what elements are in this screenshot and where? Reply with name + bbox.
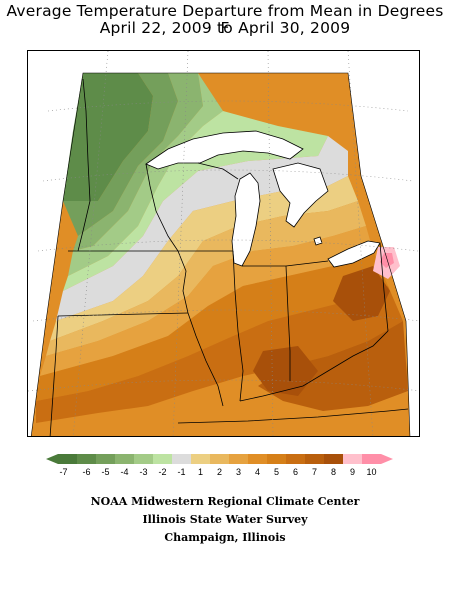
band-minus-2 (63, 111, 328, 291)
map-domain-outline (30, 72, 411, 436)
credit-location: Champaign, Illinois (164, 531, 286, 544)
legend-swatch (58, 454, 77, 464)
legend-swatch (153, 454, 172, 464)
map-date-range: April 22, 2009 to April 30, 2009 (99, 19, 351, 37)
band-plus-1 (50, 176, 358, 341)
legend-swatch (286, 454, 305, 464)
legend-swatch (343, 454, 362, 464)
legend-label: 1 (198, 467, 203, 477)
band-plus-5 (36, 251, 388, 401)
legend-label: 8 (331, 467, 336, 477)
lake-erie (327, 240, 381, 268)
credit-organization: NOAA Midwestern Regional Climate Center (90, 495, 360, 508)
legend-label: 6 (293, 467, 298, 477)
band-plus-8-south (253, 346, 318, 396)
color-legend: -7 -6 -5 -4 -3 -2 -1 1 2 3 4 5 6 7 8 9 10 (46, 454, 393, 477)
legend-label: 2 (217, 467, 222, 477)
band-plus-2 (46, 201, 366, 356)
state-boundaries (49, 78, 409, 436)
legend-label: 3 (236, 467, 241, 477)
legend-swatch (172, 454, 191, 464)
legend-swatch (115, 454, 134, 464)
band-plus-10 (380, 253, 394, 268)
legend-swatch (191, 454, 210, 464)
band-neutral (56, 136, 348, 321)
graticule (28, 51, 419, 436)
legend-swatch (267, 454, 286, 464)
band-plus-6 (36, 286, 403, 423)
legend-swatch (362, 454, 381, 464)
band-minus-3 (68, 73, 223, 276)
legend-label: -5 (101, 467, 109, 477)
legend-swatch (77, 454, 96, 464)
legend-label: 10 (366, 467, 376, 477)
legend-label: -2 (158, 467, 166, 477)
legend-label: -3 (139, 467, 147, 477)
lake-superior (145, 130, 304, 170)
legend-label: -4 (120, 467, 128, 477)
temperature-departure-map (27, 50, 420, 437)
lake-st-clair (313, 236, 323, 246)
legend-swatch (210, 454, 229, 464)
legend-swatch (324, 454, 343, 464)
lake-michigan (231, 172, 261, 267)
legend-label: -1 (177, 467, 185, 477)
band-plus-8 (333, 266, 390, 321)
legend-swatch (134, 454, 153, 464)
credit-survey: Illinois State Water Survey (142, 513, 308, 526)
band-minus-4 (73, 73, 203, 251)
legend-label: 5 (274, 467, 279, 477)
legend-arrow-right (381, 454, 393, 464)
legend-label: 9 (350, 467, 355, 477)
legend-swatch (96, 454, 115, 464)
temperature-bands (36, 73, 408, 423)
great-lakes (145, 130, 381, 268)
legend-label: 4 (255, 467, 260, 477)
legend-swatch (229, 454, 248, 464)
band-plus-3 (40, 226, 373, 376)
legend-label: 7 (312, 467, 317, 477)
legend-label: -6 (82, 467, 90, 477)
lake-huron (272, 162, 329, 228)
band-minus-5 (63, 73, 178, 236)
map-title: Average Temperature Departure from Mean … (6, 2, 444, 37)
legend-arrow-left (46, 454, 58, 464)
legend-swatch (248, 454, 267, 464)
legend-swatch (305, 454, 324, 464)
legend-label: -7 (59, 467, 67, 477)
